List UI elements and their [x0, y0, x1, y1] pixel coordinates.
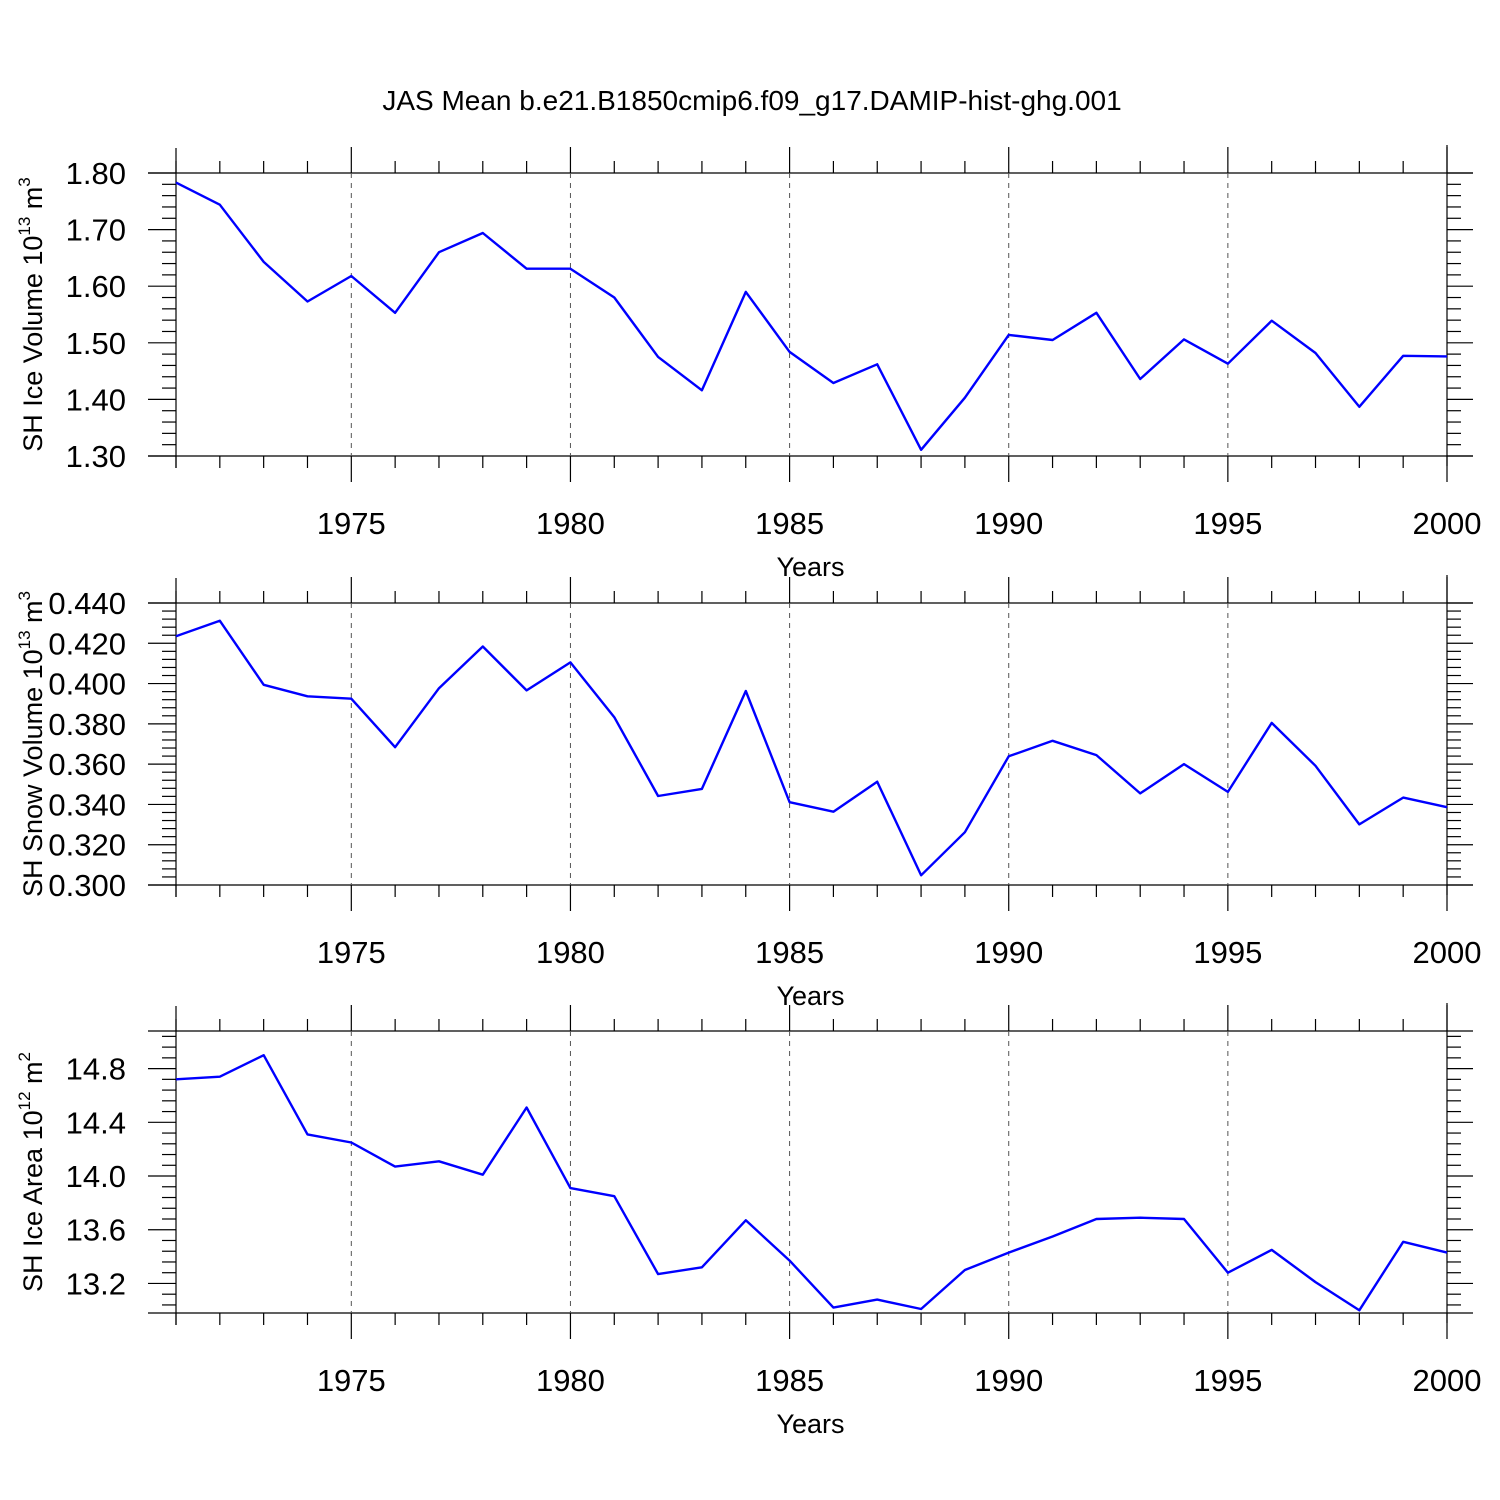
- y-tick-label: 14.0: [66, 1159, 126, 1194]
- y-tick-label: 0.420: [48, 626, 126, 661]
- panel-2: 1975 1980 1985 1990 1995 2000 Years 0.300 0.320 0…: [15, 575, 1481, 1011]
- x-tick-label: 1985: [755, 506, 824, 541]
- x-tick-label: 1990: [974, 506, 1043, 541]
- panel-1: 1975 1980 1985 1990 1995 2000 Years 1.30 1.40 1.5…: [15, 145, 1481, 582]
- y-axis-label: SH Snow Volume 1013 m3: [15, 591, 48, 897]
- x-axis-label: Years: [776, 552, 844, 582]
- y-tick-label: 1.30: [66, 439, 126, 474]
- y-tick-label: 0.360: [48, 747, 126, 782]
- y-tick-label: 0.320: [48, 828, 126, 863]
- panel-3: 1975 1980 1985 1990 1995 2000 Years 13.2 13.6 14.…: [15, 1003, 1481, 1439]
- x-axis-label: Years: [776, 1409, 844, 1439]
- x-tick-label: 1995: [1193, 506, 1262, 541]
- y-tick-label: 0.440: [48, 586, 126, 621]
- x-tick-label: 1975: [317, 1363, 386, 1398]
- x-tick-label: 1980: [536, 935, 605, 970]
- x-tick-label: 1995: [1193, 1363, 1262, 1398]
- y-tick-label: 1.50: [66, 326, 126, 361]
- x-tick-label: 1980: [536, 506, 605, 541]
- y-tick-label: 0.340: [48, 787, 126, 822]
- x-tick-label: 1985: [755, 1363, 824, 1398]
- y-tick-label: 0.300: [48, 868, 126, 903]
- y-tick-label: 13.6: [66, 1213, 126, 1248]
- x-tick-label: 2000: [1413, 506, 1482, 541]
- y-tick-label: 1.80: [66, 156, 126, 191]
- series-line: [175, 181, 1448, 451]
- y-tick-label: 14.4: [66, 1105, 126, 1140]
- x-axis-label: Years: [776, 981, 844, 1011]
- x-tick-label: 2000: [1413, 935, 1482, 970]
- y-tick-label: 1.60: [66, 269, 126, 304]
- series-line: [175, 619, 1448, 877]
- y-axis-label: SH Ice Area 1012 m2: [15, 1052, 48, 1292]
- panels: 1975 1980 1985 1990 1995 2000 Years 1.30 1.40 1.5…: [15, 145, 1481, 1439]
- y-tick-label: 14.8: [66, 1052, 126, 1087]
- y-tick-label: 1.70: [66, 213, 126, 248]
- x-tick-label: 2000: [1413, 1363, 1482, 1398]
- x-tick-label: 1990: [974, 935, 1043, 970]
- y-tick-label: 0.400: [48, 667, 126, 702]
- figure-title: JAS Mean b.e21.B1850cmip6.f09_g17.DAMIP-…: [382, 85, 1121, 116]
- y-tick-label: 13.2: [66, 1266, 126, 1301]
- x-tick-label: 1975: [317, 506, 386, 541]
- x-tick-label: 1995: [1193, 935, 1262, 970]
- x-tick-label: 1980: [536, 1363, 605, 1398]
- series-line: [175, 1053, 1448, 1312]
- y-tick-label: 1.40: [66, 382, 126, 417]
- x-tick-label: 1985: [755, 935, 824, 970]
- y-tick-label: 0.380: [48, 707, 126, 742]
- x-tick-label: 1975: [317, 935, 386, 970]
- x-tick-label: 1990: [974, 1363, 1043, 1398]
- y-axis-label: SH Ice Volume 1013 m3: [15, 177, 48, 452]
